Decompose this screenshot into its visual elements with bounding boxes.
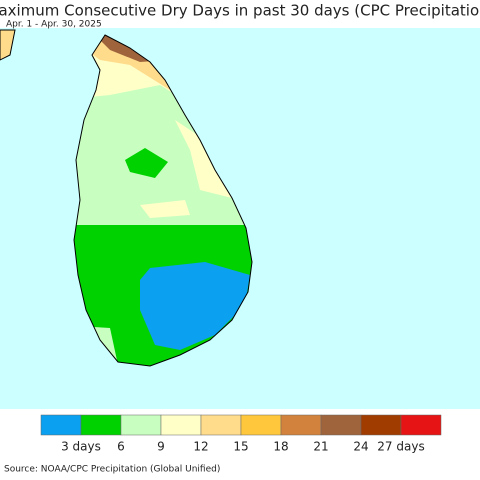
legend-label: 27 days <box>377 440 424 454</box>
legend-label: 18 <box>273 440 288 454</box>
india-coast <box>0 29 16 61</box>
legend-label: 9 <box>157 440 165 454</box>
legend-label: 6 <box>117 440 125 454</box>
subtitle: Apr. 1 - Apr. 30, 2025 <box>6 20 102 30</box>
legend-swatch <box>80 414 122 436</box>
legend-swatch <box>160 414 202 436</box>
legend-label: 21 <box>313 440 328 454</box>
legend-label: 3 days <box>61 440 101 454</box>
coastline <box>73 34 253 367</box>
legend-swatch <box>200 414 242 436</box>
legend-swatch <box>360 414 402 436</box>
legend-label: 12 <box>193 440 208 454</box>
legend-swatch <box>320 414 362 436</box>
legend-swatch <box>240 414 282 436</box>
legend-swatch <box>40 414 82 436</box>
title: Maximum Consecutive Dry Days in past 30 … <box>0 2 480 20</box>
legend: 3 days 6 9 12 15 18 21 24 27 days <box>40 414 442 454</box>
legend-label: 15 <box>233 440 248 454</box>
legend-swatch <box>280 414 322 436</box>
legend-swatch <box>400 414 442 436</box>
legend-label: 24 <box>353 440 368 454</box>
legend-swatch <box>120 414 162 436</box>
source: Source: NOAA/CPC Precipitation (Global U… <box>4 465 220 475</box>
